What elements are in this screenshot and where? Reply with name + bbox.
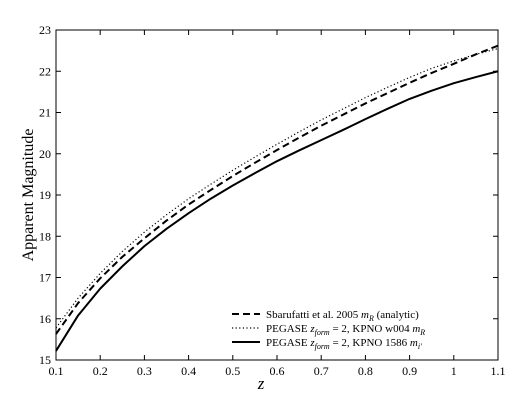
y-tick-label: 16 (39, 312, 51, 326)
axis-ticks: 0.1 0.2 0.3 0.4 0.5 0.6 0.7 0.8 0.9 1 1.1 15 16 17 18 1… (39, 23, 506, 378)
y-tick-label: 18 (39, 229, 51, 243)
legend-label-3: PEGASE zform = 2, KPNO 1586 mi′ (266, 337, 422, 351)
x-tick-label: 0.9 (402, 364, 417, 378)
x-tick-label: 1 (451, 364, 457, 378)
x-tick-label: 0.5 (225, 364, 240, 378)
x-tick-label: 1.1 (491, 364, 506, 378)
x-tick-label: 0.7 (314, 364, 329, 378)
x-tick-label: 0.2 (93, 364, 108, 378)
x-tick-label: 0.4 (181, 364, 196, 378)
legend: Sbarufatti et al. 2005 mR (analytic)PEGA… (232, 309, 425, 351)
y-tick-label: 23 (39, 23, 51, 37)
x-tick-label: 0.6 (270, 364, 285, 378)
y-tick-label: 19 (39, 188, 51, 202)
y-tick-label: 20 (39, 147, 51, 161)
x-tick-label: 0.8 (358, 364, 373, 378)
y-axis-label: Apparent Magnitude (20, 129, 37, 262)
y-tick-label: 17 (39, 271, 51, 285)
y-tick-label: 21 (39, 106, 51, 120)
y-tick-label: 15 (39, 353, 51, 367)
series-lines (55, 44, 499, 352)
x-axis-label: z (257, 374, 265, 393)
x-tick-label: 0.3 (137, 364, 152, 378)
x-tick-label: 0.1 (49, 364, 64, 378)
series-line-2 (55, 47, 499, 329)
legend-label-2: PEGASE zform = 2, KPNO w004 mR (266, 323, 425, 337)
series-line-3 (55, 70, 499, 352)
legend-label-1: Sbarufatti et al. 2005 mR (analytic) (266, 309, 419, 323)
y-tick-label: 22 (39, 64, 51, 78)
series-line-1 (55, 44, 499, 335)
